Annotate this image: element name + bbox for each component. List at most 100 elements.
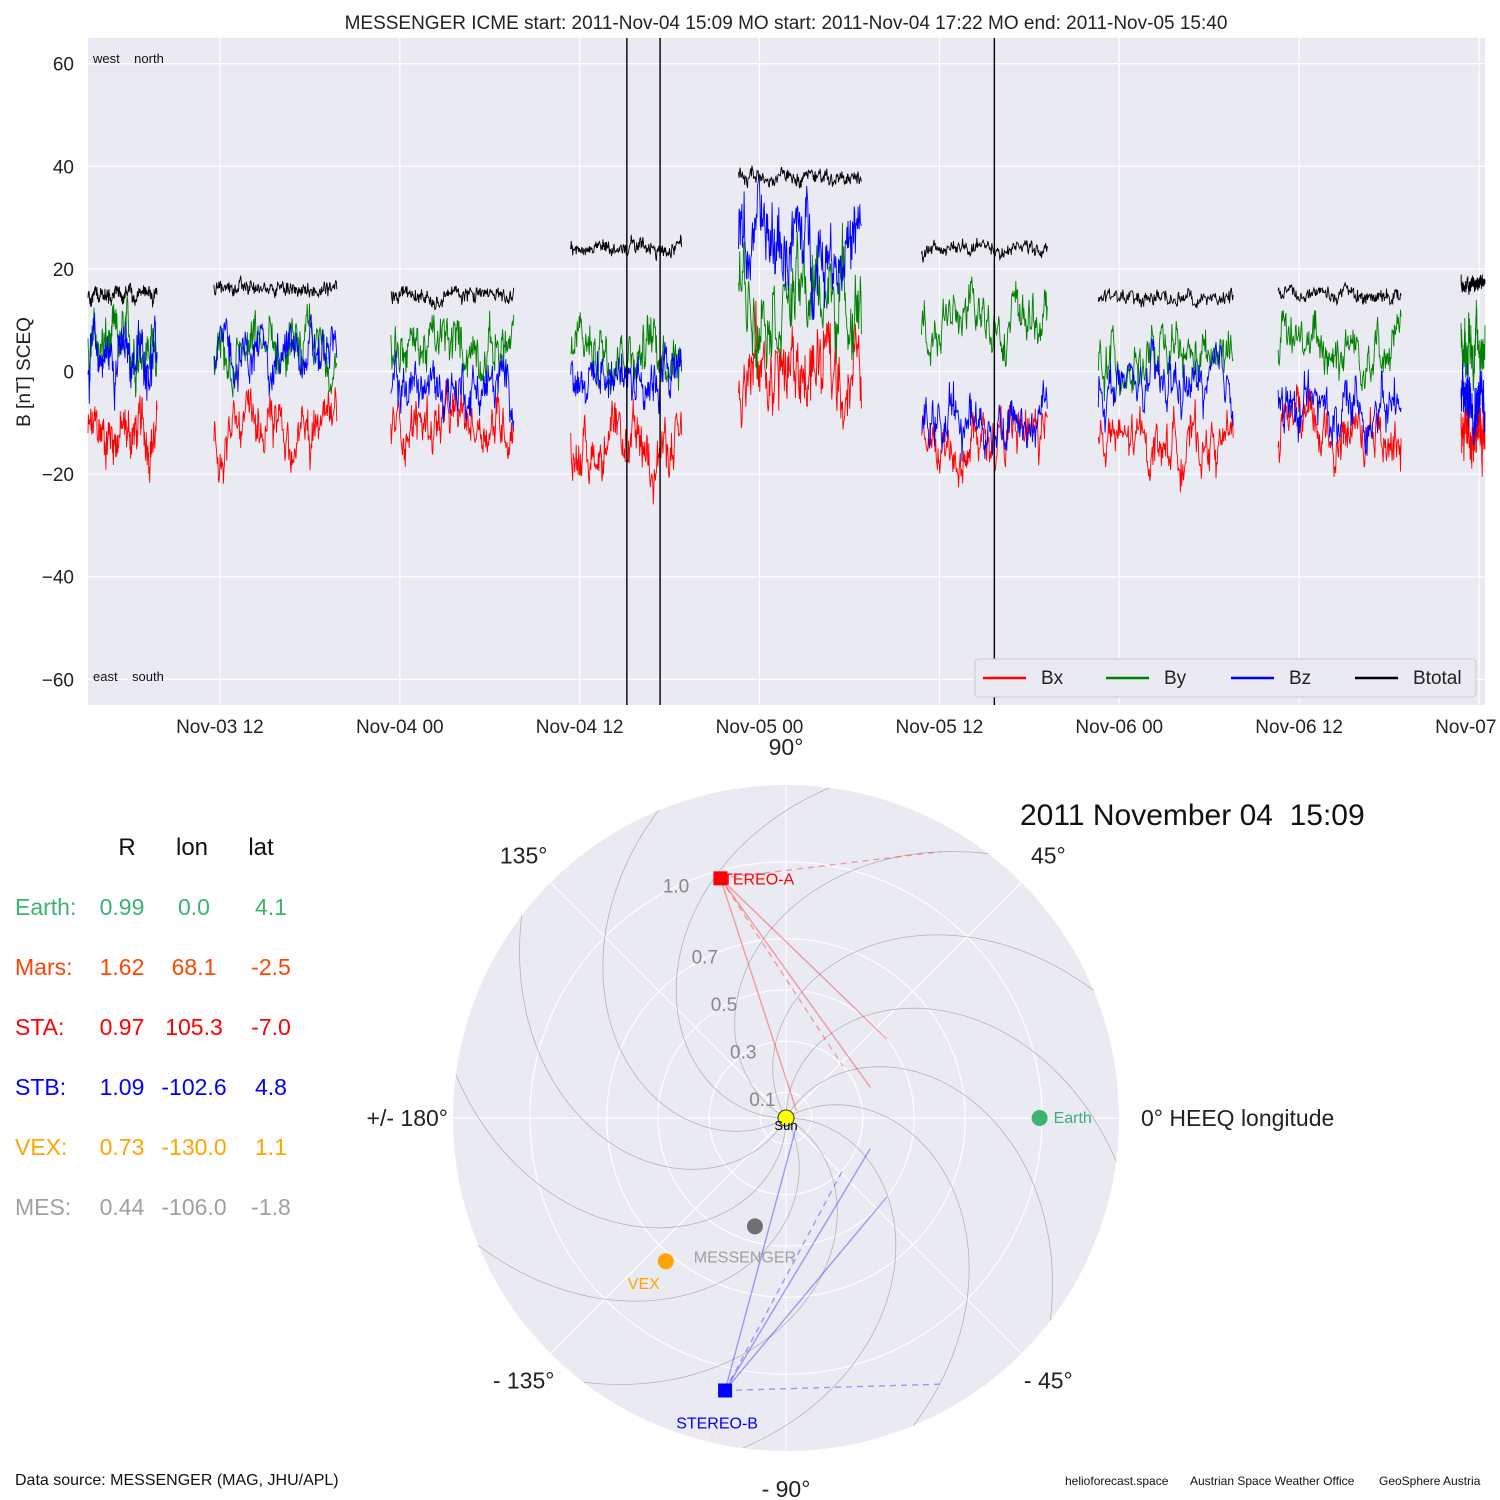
stereo-a-label: STEREO-A [712,871,794,888]
earth-label: Earth [1054,1110,1092,1127]
y-axis-label: B [nT] SCEQ [14,317,35,427]
angular-gridline [785,1117,1022,1354]
legend: Bx By Bz Btotal [974,658,1477,698]
table-cell-lat: -7.0 [251,1014,291,1040]
fov-line [719,877,888,1040]
fov-line [724,1124,798,1391]
y-tick-label: 0 [63,363,74,384]
table-row-label: MES: [15,1194,71,1220]
x-tick-label: Nov-03 12 [176,717,264,738]
series-btotal-segment [920,237,1048,263]
x-tick-label: Nov-06 00 [1075,717,1163,738]
table-cell-lon: 105.3 [165,1014,223,1040]
angle-label: 90° [769,734,804,760]
credit-helioforecast: helioforecast.space [1065,1474,1169,1488]
parker-spiral [785,1007,1119,1323]
parker-spiral [675,785,991,1119]
series-bx-segment [87,395,158,483]
angle-label: 45° [1031,843,1066,869]
legend-label-btotal: Btotal [1413,668,1462,689]
table-row: STA: 0.97 105.3 -7.0 [15,1014,291,1040]
fov-line [724,1169,844,1391]
stereo-a-marker [713,871,728,886]
fov-lines [719,851,940,1111]
table-row-label: VEX: [15,1134,67,1160]
fov-line [719,877,871,1088]
table-cell-r: 0.44 [100,1194,145,1220]
table-cell-r: 0.73 [100,1134,145,1160]
table-cell-r: 1.62 [100,954,145,980]
table-cell-lon: -106.0 [161,1194,226,1220]
timeseries-y-ticks: −60 −40 −20 0 20 40 60 [42,55,74,692]
table-cell-r: 1.09 [100,1074,145,1100]
series-bx-segment [1097,399,1234,493]
y-tick-label: 60 [53,55,74,76]
table-header: lat [248,834,274,861]
data-source-note: Data source: MESSENGER (MAG, JHU/APL) [15,1472,339,1489]
y-tick-label: 40 [53,157,74,178]
angle-label: 135° [500,843,548,869]
series-bx-segment [213,387,338,484]
fov-lines [724,1124,940,1392]
date-label: 2011 November 04 15:09 [1020,799,1365,832]
corner-label-bottom: east south [93,669,164,684]
series-by-segment [390,310,515,382]
table-row-label: Mars: [15,954,73,980]
r-tick-label: 0.1 [749,1090,775,1111]
r-tick-label: 0.7 [692,948,718,969]
timeseries-series [87,165,1486,505]
series-bx-segment [570,398,683,505]
table-row: MES: 0.44 -106.0 -1.8 [15,1194,291,1220]
table-cell-lat: -1.8 [251,1194,291,1220]
messenger-marker [746,1218,763,1235]
series-bx-segment [1277,384,1402,477]
sun-label: Sun [774,1118,797,1133]
series-by-segment [1277,309,1402,392]
series-bz-segment [1277,369,1402,456]
table-cell-r: 0.99 [100,894,145,920]
series-bz-segment [1460,363,1486,445]
series-btotal-segment [570,234,683,261]
table-cell-lon: 0.0 [178,894,210,920]
r-tick-label: 1.0 [663,876,689,897]
fov-line [719,878,798,1111]
x-tick-label: Nov-06 12 [1255,717,1343,738]
series-bx-segment [390,379,515,467]
series-btotal-segment [738,165,862,189]
angle-label: - 135° [493,1367,555,1393]
credit-geosphere: GeoSphere Austria [1379,1474,1481,1488]
series-btotal-segment [87,282,158,308]
angle-label: - 45° [1024,1367,1073,1393]
y-tick-label: −60 [42,670,74,691]
chart-title: MESSENGER ICME start: 2011-Nov-04 15:09 … [345,13,1228,34]
table-row: Mars: 1.62 68.1 -2.5 [15,954,291,980]
fov-line [719,877,844,1067]
angular-gridline [550,1117,787,1354]
series-bz-segment [1097,338,1234,433]
stereo-b-label: STEREO-B [676,1415,758,1432]
angular-gridline [550,882,787,1119]
series-bz-segment [738,173,862,320]
fov-line [724,1148,871,1391]
x-tick-label: Nov-05 12 [896,717,984,738]
legend-label-by: By [1164,668,1187,689]
table-cell-lat: 4.8 [255,1074,287,1100]
series-bz-segment [213,314,338,397]
y-tick-label: −20 [42,465,74,486]
table-header: lon [176,834,208,861]
event-lines [626,38,996,705]
table-cell-r: 0.97 [100,1014,145,1040]
angle-label: - 90° [762,1476,811,1500]
legend-box [974,658,1477,698]
parker-spiral [453,913,787,1229]
table-row: Earth: 0.99 0.0 4.1 [15,894,287,920]
table-row-label: STB: [15,1074,66,1100]
table-cell-lat: 1.1 [255,1134,287,1160]
series-by-segment [1460,299,1486,392]
series-btotal-segment [1460,274,1486,295]
table-cell-lon: -102.6 [161,1074,226,1100]
series-btotal-segment [390,285,515,311]
table-row: VEX: 0.73 -130.0 1.1 [15,1134,287,1160]
fov-line [724,1196,888,1391]
